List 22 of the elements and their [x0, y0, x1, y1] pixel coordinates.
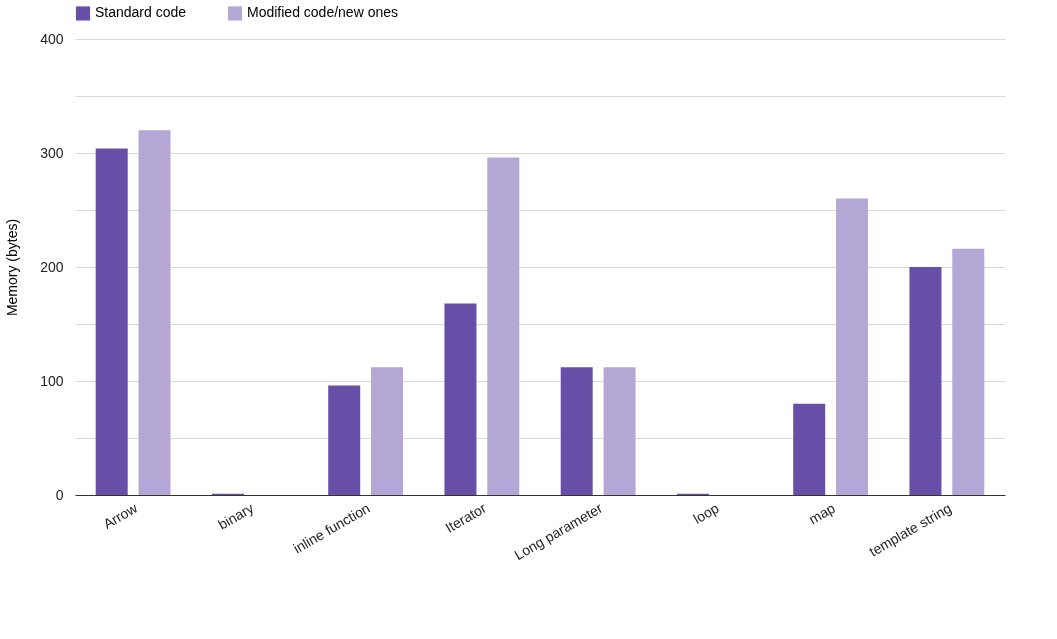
bar: [603, 367, 636, 495]
y-tick-label: 300: [40, 144, 64, 161]
bar: [793, 403, 826, 495]
y-axis-title: Memory (bytes): [4, 218, 21, 317]
bar: [371, 367, 404, 495]
bar: [138, 130, 171, 495]
x-tick-label: map: [806, 499, 838, 528]
bar: [560, 367, 593, 495]
y-tick-label: 100: [40, 372, 64, 389]
bar: [444, 303, 477, 495]
x-tick-label: loop: [690, 499, 722, 527]
legend-label: Modified code/new ones: [247, 4, 398, 21]
y-tick-label: 0: [55, 486, 64, 503]
bar: [952, 248, 985, 495]
legend-label: Standard code: [95, 4, 187, 21]
y-tick-label: 400: [40, 30, 64, 47]
bar: [328, 385, 361, 495]
bar: [487, 157, 520, 495]
y-tick-label: 200: [40, 258, 64, 275]
bar: [909, 267, 942, 495]
bar: [836, 198, 869, 495]
bar: [95, 148, 128, 495]
